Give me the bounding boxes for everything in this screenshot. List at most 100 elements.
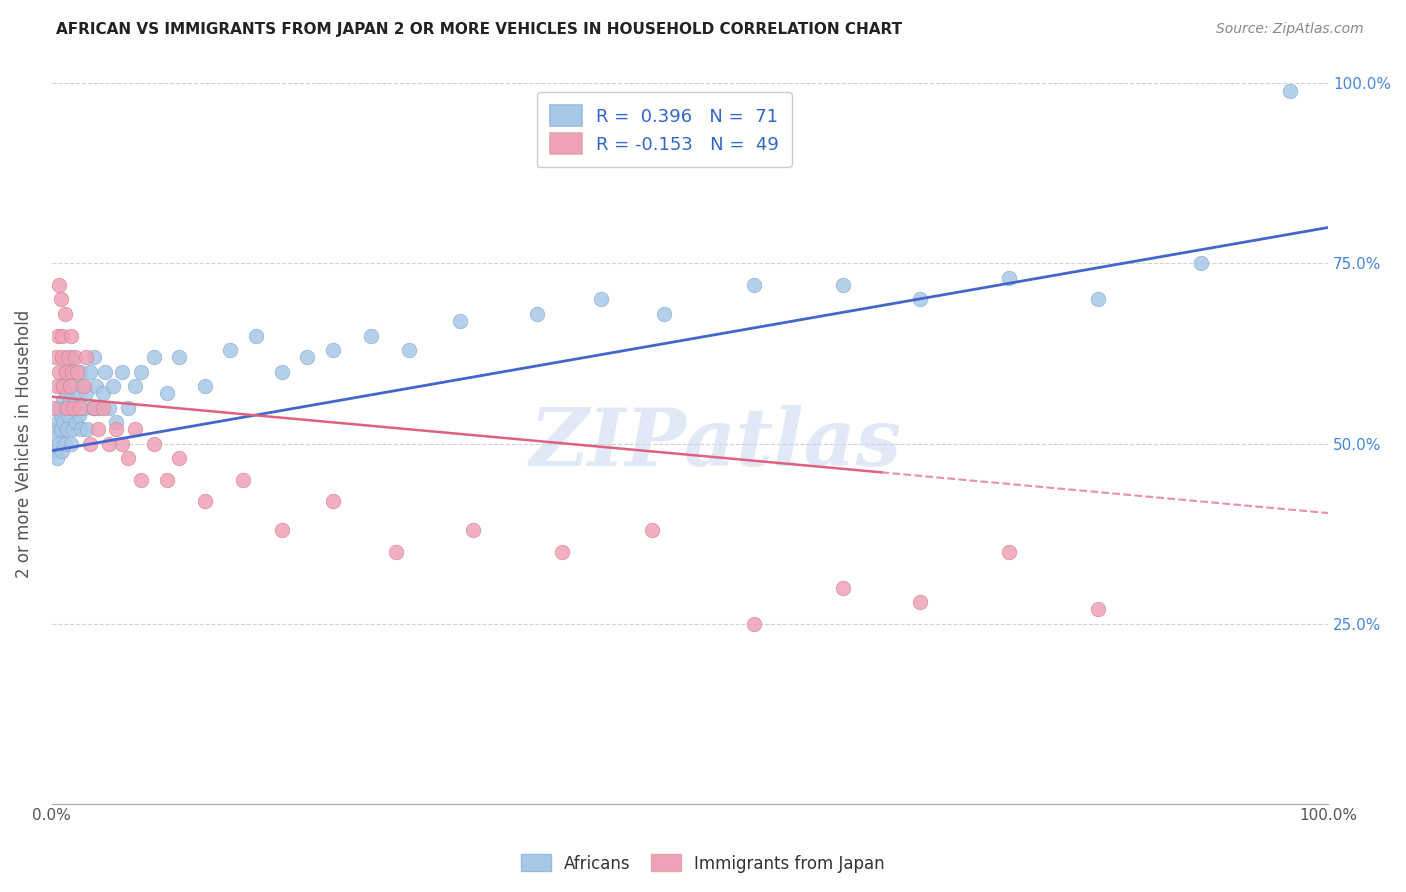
Point — [322, 343, 344, 357]
Point — [59, 436, 82, 450]
Point — [59, 328, 82, 343]
Point — [51, 379, 73, 393]
Point — [461, 523, 484, 537]
Point — [67, 408, 90, 422]
Point — [83, 401, 105, 415]
Point — [194, 379, 217, 393]
Point — [48, 364, 70, 378]
Point — [1087, 293, 1109, 307]
Point — [142, 436, 165, 450]
Point — [73, 379, 96, 393]
Legend: Africans, Immigrants from Japan: Africans, Immigrants from Japan — [515, 847, 891, 880]
Point — [58, 350, 80, 364]
Point — [45, 422, 67, 436]
Point — [270, 364, 292, 378]
Point — [908, 595, 931, 609]
Point — [58, 408, 80, 422]
Point — [63, 401, 86, 415]
Point — [53, 436, 76, 450]
Point — [742, 278, 765, 293]
Point — [44, 401, 66, 415]
Point — [55, 364, 77, 378]
Point — [79, 364, 101, 378]
Point — [65, 415, 87, 429]
Point — [49, 422, 72, 436]
Point — [86, 422, 108, 436]
Point — [322, 494, 344, 508]
Point — [398, 343, 420, 357]
Point — [46, 429, 69, 443]
Point — [91, 386, 114, 401]
Y-axis label: 2 or more Vehicles in Household: 2 or more Vehicles in Household — [15, 310, 32, 578]
Point — [60, 364, 83, 378]
Point — [832, 581, 855, 595]
Point — [53, 364, 76, 378]
Point — [156, 473, 179, 487]
Point — [270, 523, 292, 537]
Point — [69, 401, 91, 415]
Point — [232, 473, 254, 487]
Point — [194, 494, 217, 508]
Point — [44, 443, 66, 458]
Point — [56, 386, 79, 401]
Point — [91, 401, 114, 415]
Point — [52, 415, 75, 429]
Point — [59, 350, 82, 364]
Point — [51, 350, 73, 364]
Point — [104, 415, 127, 429]
Point — [59, 379, 82, 393]
Point — [908, 293, 931, 307]
Point — [169, 450, 191, 465]
Text: ZIPatlas: ZIPatlas — [530, 405, 901, 483]
Point — [49, 408, 72, 422]
Point — [124, 422, 146, 436]
Point — [1087, 602, 1109, 616]
Point — [82, 401, 104, 415]
Point — [46, 328, 69, 343]
Point — [45, 450, 67, 465]
Point — [360, 328, 382, 343]
Point — [94, 364, 117, 378]
Point — [129, 473, 152, 487]
Point — [72, 379, 94, 393]
Point — [111, 436, 134, 450]
Point — [52, 379, 75, 393]
Point — [51, 443, 73, 458]
Point — [169, 350, 191, 364]
Point — [111, 364, 134, 378]
Point — [156, 386, 179, 401]
Point — [124, 379, 146, 393]
Point — [998, 544, 1021, 558]
Point — [142, 350, 165, 364]
Point — [58, 364, 80, 378]
Legend: R =  0.396   N =  71, R = -0.153   N =  49: R = 0.396 N = 71, R = -0.153 N = 49 — [537, 93, 792, 167]
Point — [551, 544, 574, 558]
Point — [66, 364, 89, 378]
Point — [1189, 256, 1212, 270]
Point — [295, 350, 318, 364]
Point — [385, 544, 408, 558]
Point — [48, 436, 70, 450]
Point — [98, 436, 121, 450]
Point — [654, 307, 676, 321]
Point — [46, 415, 69, 429]
Point — [117, 450, 139, 465]
Point — [75, 386, 97, 401]
Point — [53, 307, 76, 321]
Point — [60, 379, 83, 393]
Point — [640, 523, 662, 537]
Point — [526, 307, 548, 321]
Point — [832, 278, 855, 293]
Point — [66, 386, 89, 401]
Point — [73, 401, 96, 415]
Point — [219, 343, 242, 357]
Point — [62, 422, 84, 436]
Point — [83, 350, 105, 364]
Point — [79, 436, 101, 450]
Point — [48, 278, 70, 293]
Point — [245, 328, 267, 343]
Point — [56, 401, 79, 415]
Text: AFRICAN VS IMMIGRANTS FROM JAPAN 2 OR MORE VEHICLES IN HOUSEHOLD CORRELATION CHA: AFRICAN VS IMMIGRANTS FROM JAPAN 2 OR MO… — [56, 22, 903, 37]
Point — [48, 401, 70, 415]
Point — [86, 379, 108, 393]
